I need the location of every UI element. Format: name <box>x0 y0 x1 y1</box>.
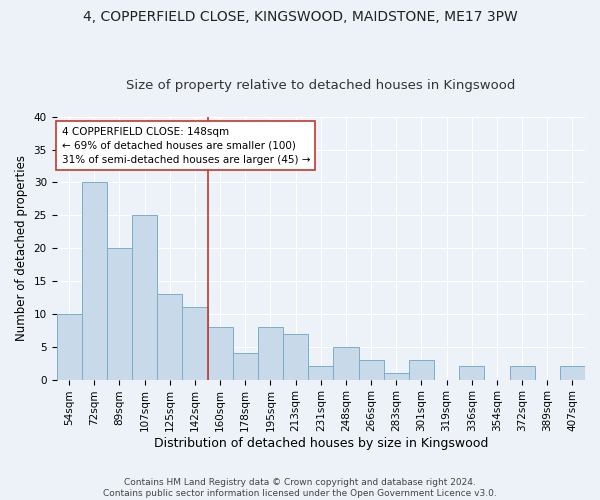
Bar <box>560 366 585 380</box>
Bar <box>157 294 182 380</box>
Bar <box>107 248 132 380</box>
Bar <box>233 354 258 380</box>
Bar <box>258 327 283 380</box>
Bar <box>182 308 208 380</box>
Title: Size of property relative to detached houses in Kingswood: Size of property relative to detached ho… <box>126 79 515 92</box>
Bar <box>283 334 308 380</box>
Bar <box>409 360 434 380</box>
Bar <box>208 327 233 380</box>
Text: Contains HM Land Registry data © Crown copyright and database right 2024.
Contai: Contains HM Land Registry data © Crown c… <box>103 478 497 498</box>
Text: 4, COPPERFIELD CLOSE, KINGSWOOD, MAIDSTONE, ME17 3PW: 4, COPPERFIELD CLOSE, KINGSWOOD, MAIDSTO… <box>83 10 517 24</box>
Bar <box>383 373 409 380</box>
Text: 4 COPPERFIELD CLOSE: 148sqm
← 69% of detached houses are smaller (100)
31% of se: 4 COPPERFIELD CLOSE: 148sqm ← 69% of det… <box>62 126 310 164</box>
Bar <box>334 346 359 380</box>
Bar <box>359 360 383 380</box>
Bar <box>308 366 334 380</box>
Bar <box>509 366 535 380</box>
Bar <box>82 182 107 380</box>
Y-axis label: Number of detached properties: Number of detached properties <box>15 155 28 341</box>
Bar <box>56 314 82 380</box>
X-axis label: Distribution of detached houses by size in Kingswood: Distribution of detached houses by size … <box>154 437 488 450</box>
Bar <box>459 366 484 380</box>
Bar <box>132 216 157 380</box>
